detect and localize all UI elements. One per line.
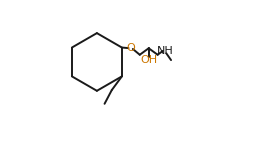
- Text: O: O: [127, 43, 135, 53]
- Text: OH: OH: [140, 55, 157, 65]
- Text: NH: NH: [157, 46, 174, 56]
